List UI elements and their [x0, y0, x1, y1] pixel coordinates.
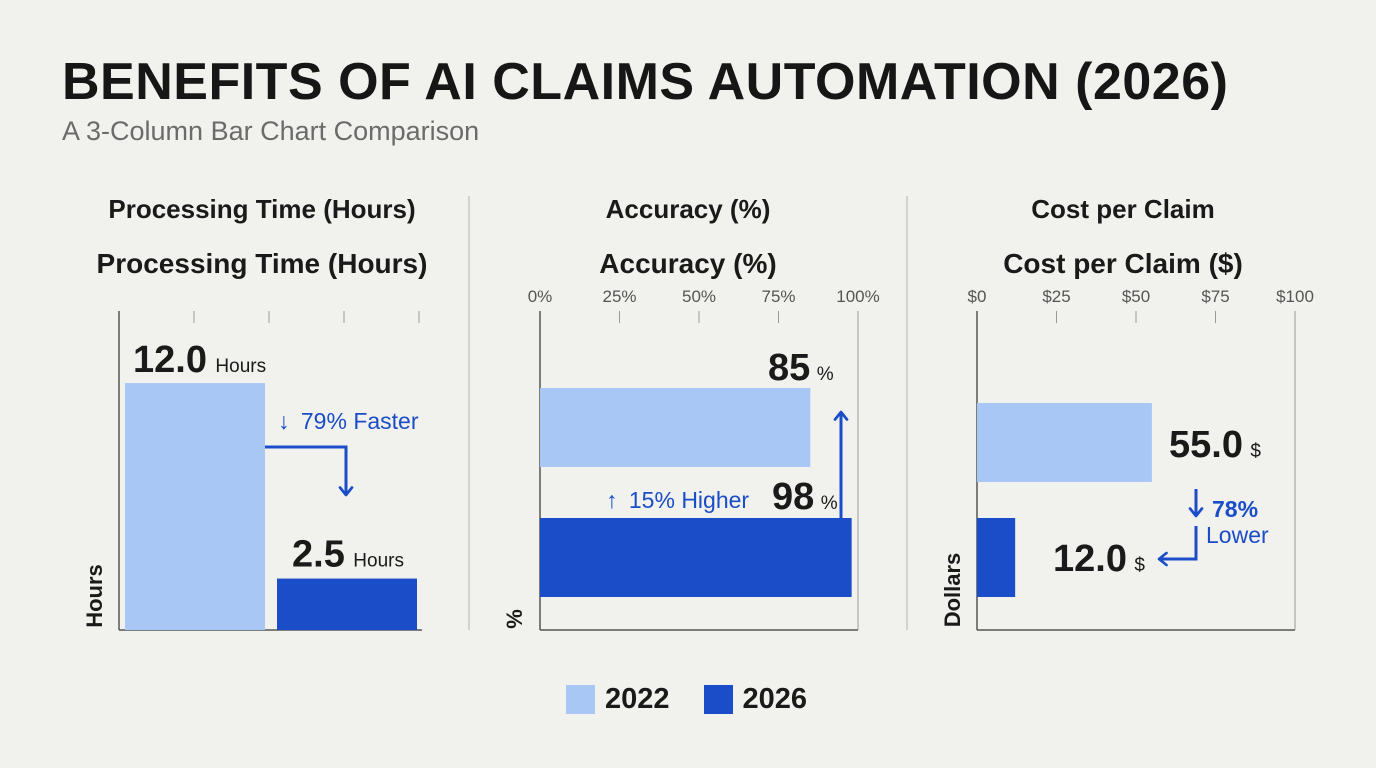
x-tick-label: 0%	[528, 287, 553, 306]
legend-label: 2022	[605, 682, 670, 715]
legend: 2022 2026	[566, 682, 841, 716]
annotation-label: 79% Faster	[301, 408, 419, 434]
data-label-2026: 2.5 Hours	[292, 534, 404, 576]
chart-title: Accuracy (%)	[599, 248, 776, 279]
data-label-unit: $	[1134, 555, 1145, 576]
annotation-label: 78%	[1212, 496, 1258, 522]
chart-title: Cost per Claim ($)	[1003, 248, 1243, 279]
accuracy-chart: Accuracy (%) Accuracy (%) % 0% 25% 50% 75% 1…	[502, 194, 880, 631]
bar-2026	[540, 518, 852, 597]
x-axis-ticks: $0 $25 $50 $75 $100	[968, 287, 1314, 323]
data-label-2026: 12.0 $	[1053, 538, 1145, 580]
x-tick-label: 75%	[761, 287, 795, 306]
y-axis-label: Hours	[82, 564, 107, 628]
subtitle: A 3-Column Bar Chart Comparison	[62, 116, 480, 146]
chart-title: Processing Time (Hours)	[97, 248, 428, 279]
data-label-unit: $	[1250, 441, 1261, 462]
annotation-arrow	[265, 445, 354, 497]
bar-2022	[540, 388, 811, 467]
data-label-value: 55.0	[1169, 424, 1243, 466]
data-label-value: 12.0	[1053, 538, 1127, 580]
data-label-value: 98	[772, 476, 814, 518]
change-annotation: ↓ 79% Faster	[265, 408, 419, 497]
annotation-text: ↓ 79% Faster	[278, 408, 419, 434]
data-label-value: 85	[768, 347, 810, 389]
data-label-unit: %	[817, 364, 834, 385]
bar-2022	[977, 403, 1152, 482]
x-tick-label: 50%	[682, 287, 716, 306]
data-label-value: 2.5	[292, 534, 345, 576]
y-axis-label: %	[502, 609, 527, 629]
down-arrow-icon: ↓	[278, 408, 290, 434]
x-tick-label: $50	[1122, 287, 1150, 306]
x-tick-label: $100	[1276, 287, 1314, 306]
legend-item-2026: 2026	[703, 682, 808, 716]
x-axis-ticks: 0% 25% 50% 75% 100%	[528, 287, 880, 323]
bar-2026	[277, 578, 417, 630]
y-axis-label: Dollars	[940, 553, 965, 628]
cost-per-claim-chart: Cost per Claim Cost per Claim ($) Dollar…	[940, 194, 1314, 631]
annotation-text: ↑ 15% Higher	[606, 487, 749, 513]
legend-label: 2026	[742, 682, 808, 715]
legend-swatch-2026	[703, 684, 733, 714]
chart-heading: Processing Time (Hours)	[108, 194, 415, 224]
x-tick-label: 100%	[836, 287, 879, 306]
change-annotation: ↑ 15% Higher	[606, 410, 849, 518]
data-label-unit: Hours	[215, 356, 266, 377]
x-tick-label: $75	[1201, 287, 1229, 306]
x-tick-label: $0	[968, 287, 987, 306]
up-arrow-icon: ↑	[606, 487, 618, 513]
x-tick-label: $25	[1042, 287, 1070, 306]
data-label-2022: 55.0 $	[1169, 424, 1261, 466]
annotation-arrow	[1157, 526, 1198, 567]
legend-swatch-2022	[566, 684, 595, 714]
data-label-unit: Hours	[353, 551, 404, 572]
data-label-2022: 85 %	[768, 347, 834, 389]
annotation-label: 15% Higher	[629, 487, 750, 513]
annotation-label: Lower	[1206, 522, 1269, 548]
bar-2022	[125, 383, 265, 630]
chart-heading: Accuracy (%)	[606, 194, 771, 224]
processing-time-chart: Processing Time (Hours) Processing Time …	[82, 194, 428, 631]
chart-heading: Cost per Claim	[1031, 194, 1215, 224]
data-label-2022: 12.0 Hours	[133, 339, 266, 381]
data-label-2026: 98 %	[772, 476, 838, 518]
main-title: BENEFITS OF AI CLAIMS AUTOMATION (2026)	[62, 53, 1229, 111]
bar-2026	[977, 518, 1016, 597]
legend-item-2022: 2022	[566, 683, 670, 716]
data-label-value: 12.0	[133, 339, 207, 381]
x-tick-label: 25%	[602, 287, 636, 306]
change-annotation: 78% Lower	[1157, 489, 1269, 567]
data-label-unit: %	[821, 493, 838, 514]
